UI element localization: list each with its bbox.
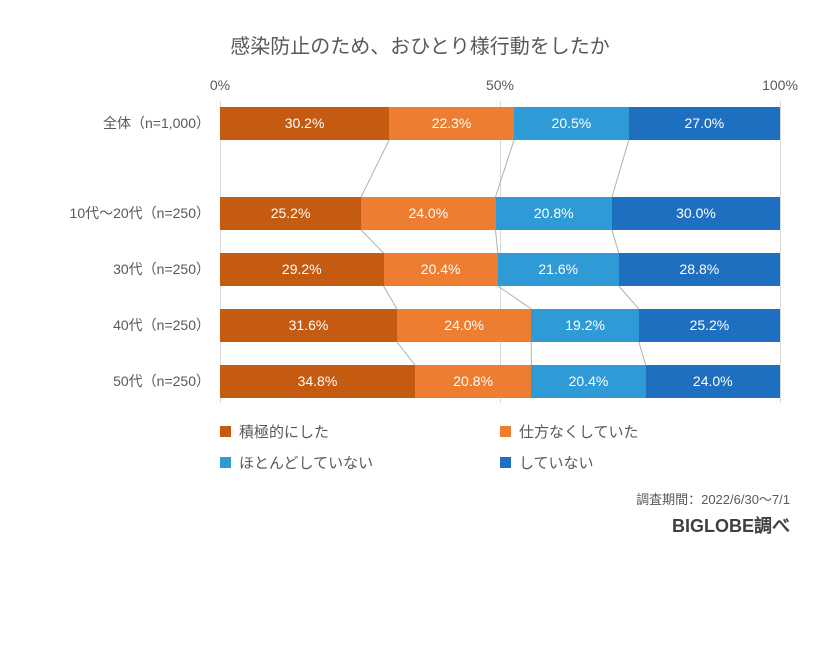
legend-swatch	[500, 426, 511, 437]
bar-segment: 30.2%	[220, 107, 389, 140]
legend-label: していない	[519, 452, 594, 473]
legend-label: 積極的にした	[239, 421, 329, 442]
axis-tick: 100%	[762, 77, 798, 93]
bar-row: 30代（n=250）29.2%20.4%21.6%28.8%	[220, 247, 780, 291]
bar-segment: 28.8%	[619, 253, 780, 286]
plot-area: 0% 50% 100% 全体（n=1,000）30.2%22.3%20.5%27…	[220, 77, 780, 403]
bar-segment: 24.0%	[361, 197, 495, 230]
bar-segment: 20.4%	[384, 253, 498, 286]
legend: 積極的にした 仕方なくしていたほとんどしていない していない	[220, 421, 780, 483]
axis-tick: 0%	[210, 77, 230, 93]
bar-segment: 24.0%	[646, 365, 780, 398]
legend-item: 仕方なくしていた	[500, 421, 780, 442]
row-label: 全体（n=1,000）	[40, 113, 220, 133]
row-label: 30代（n=250）	[40, 259, 220, 279]
bar-segment: 29.2%	[220, 253, 384, 286]
row-label: 50代（n=250）	[40, 371, 220, 391]
bars-group: 全体（n=1,000）30.2%22.3%20.5%27.0% 10代～20代（n…	[220, 101, 780, 403]
survey-period: 調査期間：2022/6/30～7/1	[40, 489, 790, 508]
axis-tick: 50%	[486, 77, 514, 93]
legend-label: ほとんどしていない	[239, 452, 373, 473]
bar-segment: 30.0%	[612, 197, 780, 230]
legend-swatch	[220, 426, 231, 437]
bar-segment: 20.5%	[514, 107, 629, 140]
stacked-bar: 34.8%20.8%20.4%24.0%	[220, 365, 780, 398]
bar-row: 全体（n=1,000）30.2%22.3%20.5%27.0%	[220, 101, 780, 145]
row-label: 10代～20代（n=250）	[40, 203, 220, 223]
bar-row: 40代（n=250）31.6%24.0%19.2%25.2%	[220, 303, 780, 347]
legend-swatch	[220, 457, 231, 468]
bar-row: 50代（n=250）34.8%20.8%20.4%24.0%	[220, 359, 780, 403]
bar-segment: 20.8%	[496, 197, 612, 230]
bar-segment: 21.6%	[498, 253, 619, 286]
stacked-bar: 25.2%24.0%20.8%30.0%	[220, 197, 780, 230]
bar-segment: 27.0%	[629, 107, 780, 140]
legend-swatch	[500, 457, 511, 468]
stacked-bar: 29.2%20.4%21.6%28.8%	[220, 253, 780, 286]
bar-segment: 25.2%	[639, 309, 780, 342]
stacked-bar: 30.2%22.3%20.5%27.0%	[220, 107, 780, 140]
bar-segment: 22.3%	[389, 107, 514, 140]
bar-segment: 25.2%	[220, 197, 361, 230]
bar-segment: 31.6%	[220, 309, 397, 342]
stacked-bar: 31.6%24.0%19.2%25.2%	[220, 309, 780, 342]
bar-segment: 20.8%	[415, 365, 531, 398]
legend-item: ほとんどしていない	[220, 452, 500, 473]
row-label: 40代（n=250）	[40, 315, 220, 335]
legend-label: 仕方なくしていた	[519, 421, 639, 442]
connector-group	[220, 140, 780, 197]
bar-segment: 34.8%	[220, 365, 415, 398]
bar-segment: 24.0%	[397, 309, 531, 342]
chart-title: 感染防止のため、おひとり様行動をしたか	[40, 30, 800, 59]
gridline	[780, 101, 781, 403]
x-axis: 0% 50% 100%	[220, 77, 780, 101]
legend-item: していない	[500, 452, 780, 473]
bar-segment: 19.2%	[531, 309, 639, 342]
legend-item: 積極的にした	[220, 421, 500, 442]
bar-row: 10代～20代（n=250）25.2%24.0%20.8%30.0%	[220, 191, 780, 235]
chart-container: 感染防止のため、おひとり様行動をしたか 0% 50% 100% 全体（n=1,0…	[0, 0, 840, 666]
source-credit: BIGLOBE調べ	[40, 512, 790, 538]
bar-segment: 20.4%	[531, 365, 645, 398]
